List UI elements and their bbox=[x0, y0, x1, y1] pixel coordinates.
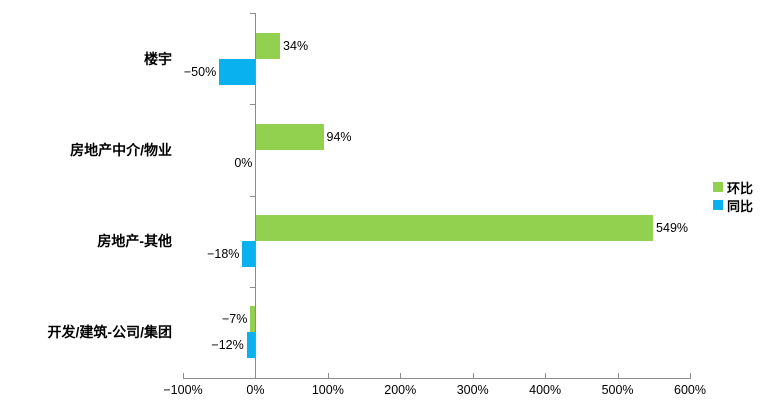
category-label: 房地产-其他 bbox=[97, 233, 172, 250]
bar-tongbi bbox=[219, 58, 256, 85]
y-axis-line bbox=[255, 13, 257, 378]
bar-huanbi bbox=[255, 215, 654, 242]
data-label: 0% bbox=[234, 155, 253, 170]
y-axis-tick bbox=[250, 104, 256, 106]
bar-tongbi bbox=[246, 332, 256, 359]
y-axis-tick bbox=[250, 13, 256, 14]
x-axis-tick-label: 600% bbox=[674, 383, 706, 397]
category-label: 楼宇 bbox=[144, 50, 172, 67]
data-label: 34% bbox=[283, 38, 309, 53]
data-label: −12% bbox=[211, 338, 244, 353]
x-axis-tick-label: 400% bbox=[529, 383, 562, 397]
data-label: 549% bbox=[656, 221, 689, 236]
x-axis-tick-label: 100% bbox=[311, 383, 344, 397]
x-axis-line bbox=[183, 378, 691, 379]
x-axis-tick-label: 0% bbox=[246, 383, 265, 397]
x-axis-tick-label: 300% bbox=[456, 383, 489, 397]
legend-label: 同比 bbox=[727, 198, 754, 214]
data-label: −7% bbox=[221, 312, 248, 327]
legend-item: 同比 bbox=[713, 196, 753, 214]
legend-label: 环比 bbox=[727, 180, 754, 196]
bar-tongbi bbox=[242, 241, 256, 268]
y-axis-tick bbox=[250, 195, 256, 197]
legend-swatch-tongbi bbox=[713, 200, 723, 210]
x-axis-tick bbox=[545, 373, 547, 378]
x-axis-tick bbox=[400, 373, 402, 378]
legend-item: 环比 bbox=[713, 178, 753, 196]
x-axis-tick bbox=[183, 373, 184, 378]
bar-huanbi bbox=[255, 32, 281, 59]
x-axis-tick-label: 200% bbox=[384, 383, 417, 397]
x-axis-tick bbox=[327, 373, 329, 378]
x-axis-tick bbox=[690, 373, 691, 378]
bar-huanbi bbox=[250, 306, 256, 333]
data-label: 94% bbox=[326, 129, 352, 144]
x-axis-tick-label: 500% bbox=[601, 383, 634, 397]
category-label: 房地产中介/物业 bbox=[70, 141, 172, 158]
x-axis-tick-label: −100% bbox=[163, 383, 203, 397]
data-label: −50% bbox=[183, 64, 217, 79]
x-axis-tick bbox=[472, 373, 474, 378]
category-label: 开发/建筑-公司/集团 bbox=[47, 324, 172, 341]
data-label: −18% bbox=[207, 247, 240, 262]
x-axis-tick bbox=[617, 373, 619, 378]
y-axis-tick bbox=[250, 286, 256, 288]
legend-swatch-huanbi bbox=[713, 182, 723, 192]
bar-huanbi bbox=[255, 123, 324, 150]
